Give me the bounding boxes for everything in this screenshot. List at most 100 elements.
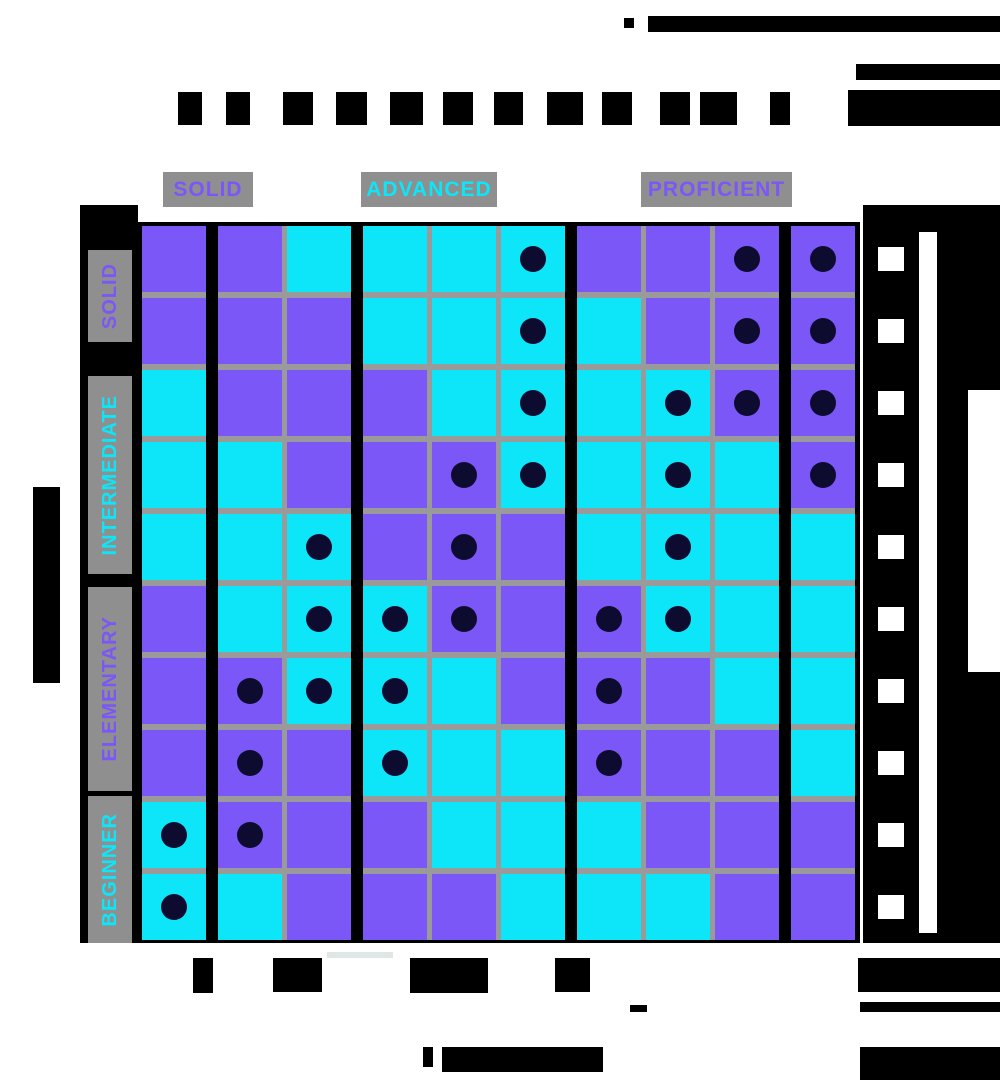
x-tick-block-5 [858,958,1000,992]
heatmap-cell [646,730,710,796]
cell-dot-marker [520,318,546,344]
cell-dot-marker [596,678,622,704]
column-header-glyph-block [336,92,367,125]
right-tick-label-block [878,463,904,487]
cell-dot-marker [734,318,760,344]
heatmap-cell [287,658,351,724]
column-group-label-advanced-text: ADVANCED [366,178,492,201]
heatmap-cell [432,658,496,724]
heatmap-cell [287,586,351,652]
heatmap-cell [218,514,282,580]
heatmap-cell [646,802,710,868]
column-header-glyph-block [226,92,250,125]
heatmap-cell [791,658,855,724]
heatmap-cell [363,370,427,436]
caption-right-block [860,1047,1000,1080]
heatmap-cell [432,298,496,364]
heatmap-cell [142,802,206,868]
heatmap-cell [646,658,710,724]
row-group-label-intermediate-text: INTERMEDIATE [99,394,121,556]
cell-dot-marker [382,750,408,776]
title-bar-block [648,16,1000,32]
heatmap-cell [715,802,779,868]
sub-axis-bar [860,1002,1000,1012]
right-tick-label-block [878,319,904,343]
cell-dot-marker [520,246,546,272]
heatmap-cell [577,658,641,724]
heatmap-cell [501,370,565,436]
heatmap-cell [363,442,427,508]
cell-dot-marker [451,462,477,488]
cell-dot-marker [665,606,691,632]
heatmap-cell [791,730,855,796]
heatmap-cell [577,514,641,580]
heatmap-cell [287,370,351,436]
heatmap-cell [218,442,282,508]
heatmap-cell [363,730,427,796]
row-group-label-elementary: ELEMENTARY [88,587,132,791]
x-tick-block-1 [193,958,213,993]
column-group-label-advanced: ADVANCED [361,172,497,207]
cell-dot-marker [734,246,760,272]
heatmap-cell [577,874,641,940]
heatmap-cell [432,370,496,436]
cell-dot-marker [520,462,546,488]
heatmap-cell [577,370,641,436]
heatmap-cell [363,226,427,292]
column-header-glyph-block [178,92,202,125]
heatmap-cell [142,586,206,652]
heatmap-cell [715,226,779,292]
heatmap-cell [363,802,427,868]
heatmap-cell [715,370,779,436]
heatmap-cell [501,658,565,724]
heatmap-cell [646,514,710,580]
cell-dot-marker [451,534,477,560]
heatmap-cell [287,298,351,364]
cell-dot-marker [520,390,546,416]
heatmap-cell [432,730,496,796]
cell-dot-marker [382,606,408,632]
heatmap-cell [715,730,779,796]
cell-dot-marker [161,894,187,920]
y-axis-title-block [33,487,60,683]
cell-dot-marker [237,678,263,704]
right-tick-label-block [878,391,904,415]
column-group-label-proficient-text: PROFICIENT [647,178,786,201]
cell-dot-marker [810,462,836,488]
caption-bullet-block [423,1047,433,1067]
column-header-glyph-block [390,92,423,125]
heatmap-cell [287,226,351,292]
heatmap-cell [715,658,779,724]
x-tick-block-3 [410,958,488,993]
heatmap-cell [791,370,855,436]
heatmap-cell [218,874,282,940]
heatmap-cell [287,442,351,508]
heatmap-cell [501,874,565,940]
heatmap-cell [432,874,496,940]
row-group-label-solid-text: SOLID [99,262,121,330]
heatmap-cell [363,298,427,364]
cell-dot-marker [237,822,263,848]
row-group-label-intermediate: INTERMEDIATE [88,376,132,574]
heatmap-cell [577,442,641,508]
column-header-glyph-block [443,92,473,125]
heatmap-cell [142,298,206,364]
heatmap-cell [646,226,710,292]
cell-dot-marker [306,678,332,704]
cell-dot-marker [596,750,622,776]
heatmap-cell [142,370,206,436]
heatmap-cell [646,586,710,652]
heatmap-cell [432,226,496,292]
heatmap-cell [363,658,427,724]
heatmap-cell [577,226,641,292]
heatmap-cell [287,514,351,580]
heatmap-cell [218,730,282,796]
heatmap-cell [501,298,565,364]
row-group-label-beginner-text: BEGINNER [99,812,121,927]
column-group-label-solid-text: SOLID [173,178,243,201]
heatmap-cell [715,586,779,652]
heatmap-cell [363,874,427,940]
column-group-label-proficient: PROFICIENT [641,172,792,207]
cell-dot-marker [665,462,691,488]
heatmap-cell [142,226,206,292]
